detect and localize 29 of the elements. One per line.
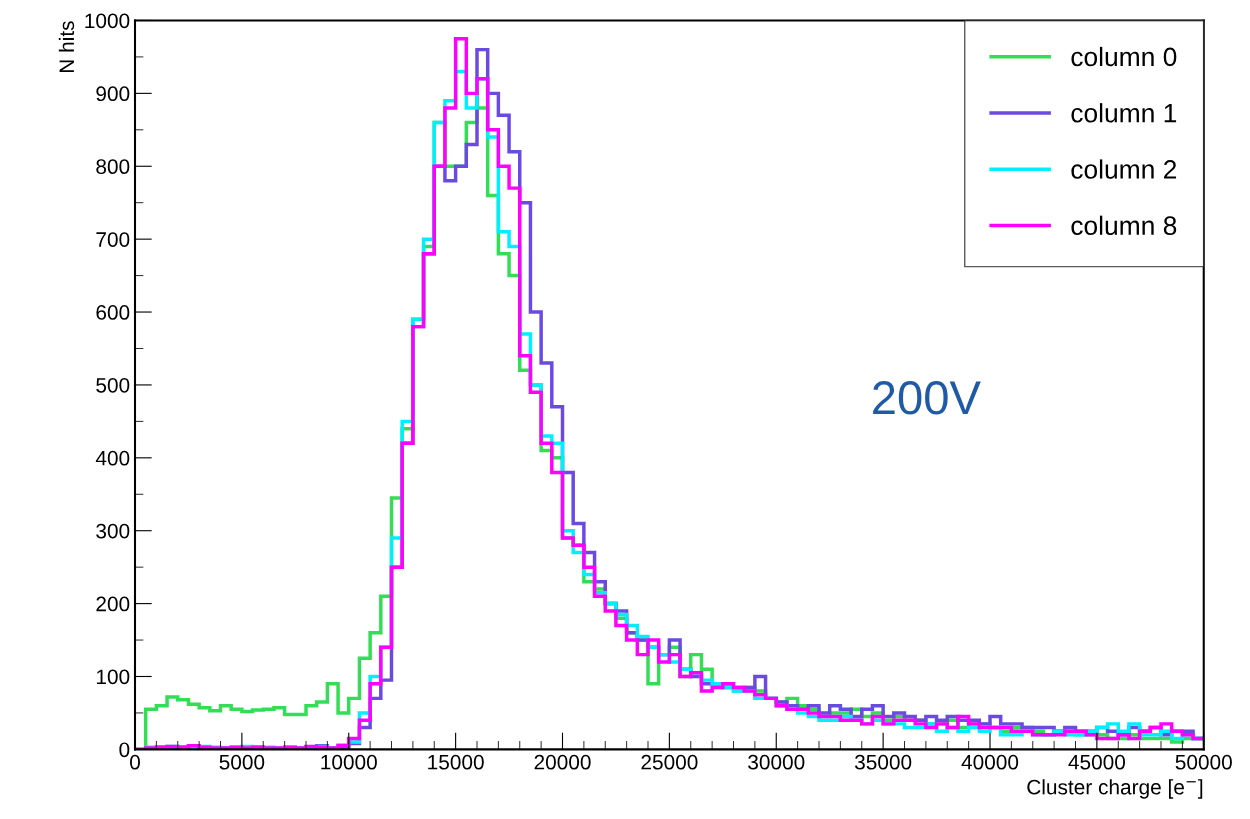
x-tick-label: 20000: [534, 754, 591, 770]
y-tick-label: 900: [96, 86, 130, 102]
x-tick-label: 40000: [961, 754, 1019, 770]
x-axis-title: Cluster charge [e$^{−}$]: [1027, 779, 1203, 799]
legend-label: column 0: [1071, 46, 1177, 67]
legend-label: column 2: [1071, 159, 1177, 179]
legend-label: column 8: [1071, 215, 1177, 236]
y-tick-label: 0: [119, 742, 130, 758]
x-tick-label: 45000: [1068, 754, 1126, 770]
x-tick-label: 10000: [321, 754, 377, 770]
y-tick-label: 300: [96, 523, 130, 539]
y-tick-label: 200: [96, 596, 130, 612]
y-tick-label: 700: [96, 232, 130, 247]
annotation: 200V: [873, 381, 981, 415]
x-tick-label: 5000: [219, 754, 265, 770]
y-tick-label: 800: [96, 159, 130, 175]
y-tick-label: 600: [96, 305, 130, 320]
x-tick-label: 25000: [641, 754, 698, 770]
x-tick-label: 50000: [1175, 754, 1232, 770]
y-tick-label: 100: [96, 669, 130, 685]
y-tick-label: 400: [95, 450, 130, 466]
x-tick-label: 35000: [854, 754, 912, 770]
y-tick-label: 1000: [85, 13, 130, 29]
y-axis-title: N hits: [58, 21, 75, 73]
legend-label: column 1: [1071, 103, 1177, 123]
y-tick-label: 500: [96, 377, 130, 393]
x-tick-label: 30000: [748, 754, 805, 770]
x-tick-label: 0: [130, 754, 140, 770]
x-tick-label: 15000: [428, 754, 484, 770]
